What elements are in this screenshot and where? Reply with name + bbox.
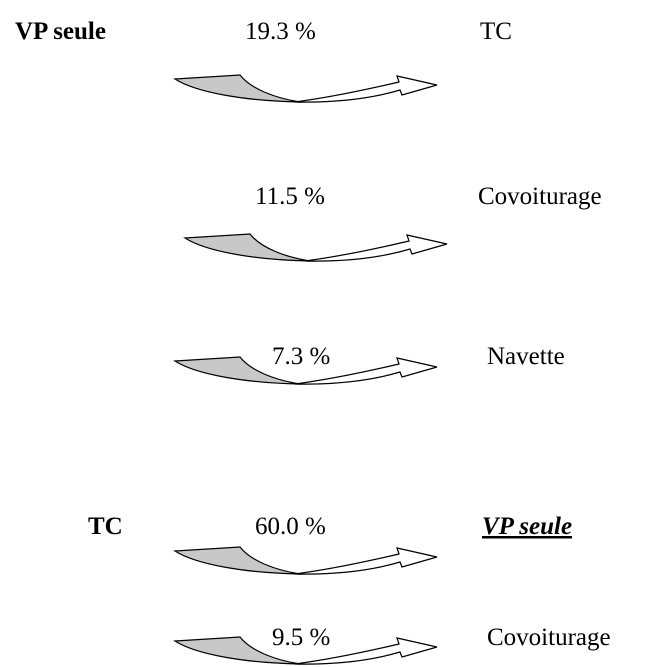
flow-arrow [174, 74, 438, 103]
share-label: 9.5 % [272, 624, 330, 651]
target-label: Covoiturage [487, 624, 611, 651]
share-label: 60.0 % [255, 513, 326, 540]
target-label: TC [480, 18, 512, 45]
source-label: VP seule [15, 18, 106, 45]
share-label: 11.5 % [255, 183, 325, 210]
share-label: 7.3 % [272, 343, 330, 370]
target-label: Covoiturage [478, 183, 602, 210]
flow-arrow [174, 546, 438, 575]
source-label: TC [88, 513, 123, 540]
flow-arrow [184, 233, 448, 262]
target-label: VP seule [482, 513, 572, 540]
share-label: 19.3 % [245, 18, 316, 45]
target-label: Navette [487, 343, 565, 370]
